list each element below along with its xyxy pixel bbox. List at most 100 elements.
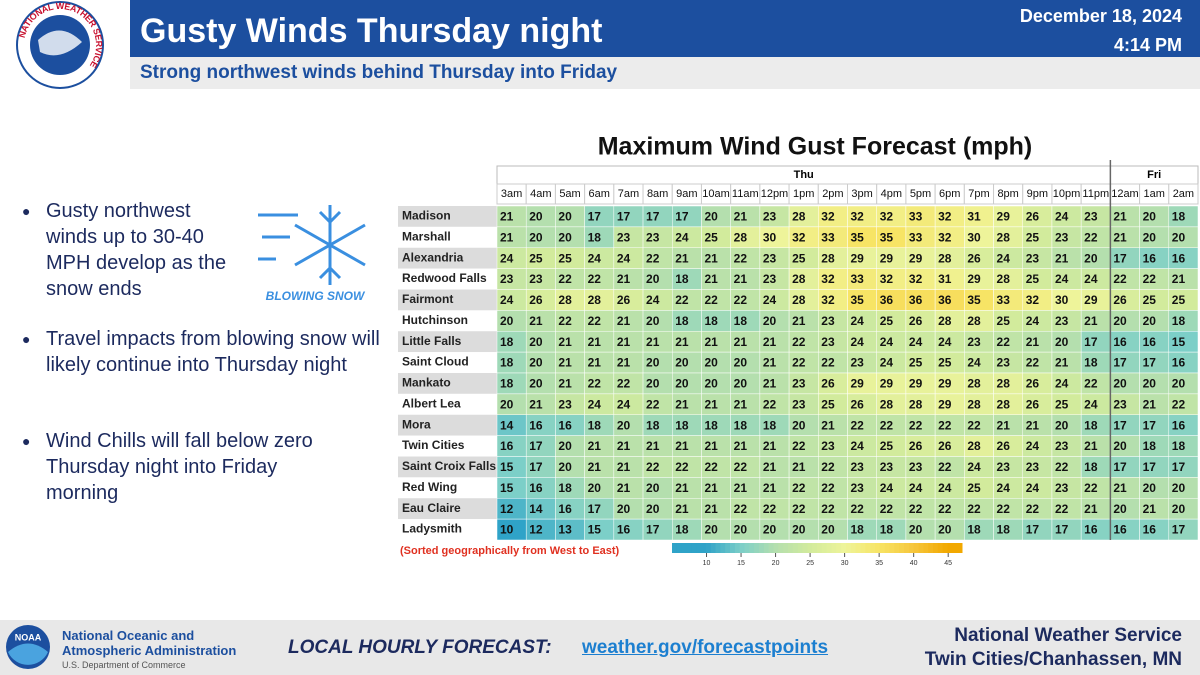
cell-label: 20 bbox=[617, 418, 631, 432]
cell-label: 21 bbox=[734, 397, 748, 411]
cell-label: 24 bbox=[588, 397, 602, 411]
cell-label: 17 bbox=[1172, 523, 1186, 537]
colorbar-segment bbox=[870, 543, 876, 553]
cell-label: 20 bbox=[1172, 377, 1186, 391]
cell-label: 23 bbox=[646, 230, 660, 244]
colorbar-tick-label: 25 bbox=[806, 560, 814, 567]
colorbar-tick-label: 10 bbox=[703, 560, 711, 567]
cell-label: 22 bbox=[734, 460, 748, 474]
cell-label: 21 bbox=[558, 377, 572, 391]
cell-label: 21 bbox=[704, 251, 718, 265]
row-label-cell bbox=[398, 456, 497, 478]
cell-label: 14 bbox=[529, 502, 543, 516]
cell-label: 17 bbox=[617, 210, 631, 224]
cell-label: 17 bbox=[1143, 418, 1157, 432]
cell-label: 16 bbox=[529, 481, 543, 495]
cell-label: 18 bbox=[1172, 439, 1186, 453]
y-tick-label: Marshall bbox=[402, 229, 451, 243]
cell-label: 21 bbox=[617, 439, 631, 453]
cell-label: 29 bbox=[967, 272, 981, 286]
cell-label: 20 bbox=[500, 397, 514, 411]
cell-label: 24 bbox=[675, 230, 689, 244]
cell-label: 18 bbox=[675, 272, 689, 286]
cell-label: 21 bbox=[1113, 210, 1127, 224]
cell-label: 16 bbox=[558, 418, 572, 432]
cell-label: 35 bbox=[851, 293, 865, 307]
snow-icon bbox=[258, 205, 366, 285]
cell-label: 20 bbox=[646, 272, 660, 286]
cell-label: 20 bbox=[675, 356, 689, 370]
cell-label: 28 bbox=[967, 314, 981, 328]
colorbar-segment bbox=[812, 543, 818, 553]
cell-label: 32 bbox=[1026, 293, 1040, 307]
cell-label: 18 bbox=[967, 523, 981, 537]
cell-label: 20 bbox=[704, 523, 718, 537]
cell-label: 22 bbox=[1084, 230, 1098, 244]
cell-label: 20 bbox=[1172, 502, 1186, 516]
footer-band bbox=[0, 620, 1200, 675]
cell-label: 23 bbox=[617, 230, 631, 244]
cell-label: 21 bbox=[763, 439, 777, 453]
colorbar-segment bbox=[768, 543, 774, 553]
icon-label: BLOWING SNOW bbox=[266, 289, 366, 303]
cell-label: 26 bbox=[1026, 377, 1040, 391]
cell-label: 16 bbox=[1172, 418, 1186, 432]
cell-label: 22 bbox=[704, 293, 718, 307]
cell-label: 22 bbox=[1172, 397, 1186, 411]
cell-label: 31 bbox=[938, 272, 952, 286]
cell-label: 22 bbox=[763, 397, 777, 411]
title: Gusty Winds Thursday night bbox=[140, 12, 603, 50]
colorbar-segment bbox=[908, 543, 915, 553]
cell-label: 24 bbox=[1055, 272, 1069, 286]
cell-label: 21 bbox=[763, 335, 777, 349]
cell-label: 20 bbox=[617, 502, 631, 516]
colorbar-tick-label: 20 bbox=[772, 560, 780, 567]
row-label-cell bbox=[398, 331, 497, 353]
cell-label: 25 bbox=[1172, 293, 1186, 307]
cell-label: 21 bbox=[704, 272, 718, 286]
cell-label: 23 bbox=[1084, 210, 1098, 224]
cell-label: 15 bbox=[1172, 335, 1186, 349]
x-tick-label: 8am bbox=[647, 188, 668, 200]
x-tick-label: 8pm bbox=[997, 188, 1018, 200]
cell-label: 21 bbox=[704, 502, 718, 516]
cell-label: 24 bbox=[909, 335, 923, 349]
cell-label: 21 bbox=[704, 439, 718, 453]
cell-label: 12 bbox=[500, 502, 514, 516]
colorbar-segment bbox=[831, 543, 837, 553]
colorbar-segment bbox=[817, 543, 823, 553]
colorbar-segment bbox=[763, 543, 770, 553]
chart-title: Maximum Wind Gust Forecast (mph) bbox=[598, 133, 1033, 161]
cell-label: 36 bbox=[880, 293, 894, 307]
colorbar-segment bbox=[875, 543, 881, 553]
cell-label: 22 bbox=[675, 460, 689, 474]
colorbar-segment bbox=[783, 543, 789, 553]
cell-label: 29 bbox=[938, 397, 952, 411]
cell-label: 20 bbox=[646, 481, 660, 495]
cell-label: 26 bbox=[909, 439, 923, 453]
cell-label: 22 bbox=[734, 293, 748, 307]
cell-label: 18 bbox=[675, 523, 689, 537]
cell-label: 16 bbox=[1143, 251, 1157, 265]
cell-label: 21 bbox=[1084, 314, 1098, 328]
row-label-cell bbox=[398, 414, 497, 436]
colorbar-segment bbox=[937, 543, 944, 553]
cell-label: 22 bbox=[646, 397, 660, 411]
cell-label: 28 bbox=[792, 210, 806, 224]
cell-label: 22 bbox=[792, 502, 806, 516]
cell-label: 25 bbox=[909, 356, 923, 370]
row-label-cell bbox=[398, 247, 497, 269]
cell-label: 33 bbox=[821, 230, 835, 244]
cell-label: 24 bbox=[1084, 397, 1098, 411]
cell-label: 23 bbox=[792, 377, 806, 391]
cell-label: 24 bbox=[1026, 314, 1040, 328]
cell-label: 24 bbox=[763, 293, 777, 307]
y-tick-label: Alexandria bbox=[402, 250, 464, 264]
cell-label: 28 bbox=[967, 377, 981, 391]
colorbar-segment bbox=[865, 543, 871, 553]
cell-label: 22 bbox=[792, 439, 806, 453]
link[interactable]: weather.gov/forecastpoints bbox=[582, 637, 829, 658]
cell-label: 22 bbox=[851, 502, 865, 516]
cta: LOCAL HOURLY FORECAST: bbox=[288, 637, 552, 658]
